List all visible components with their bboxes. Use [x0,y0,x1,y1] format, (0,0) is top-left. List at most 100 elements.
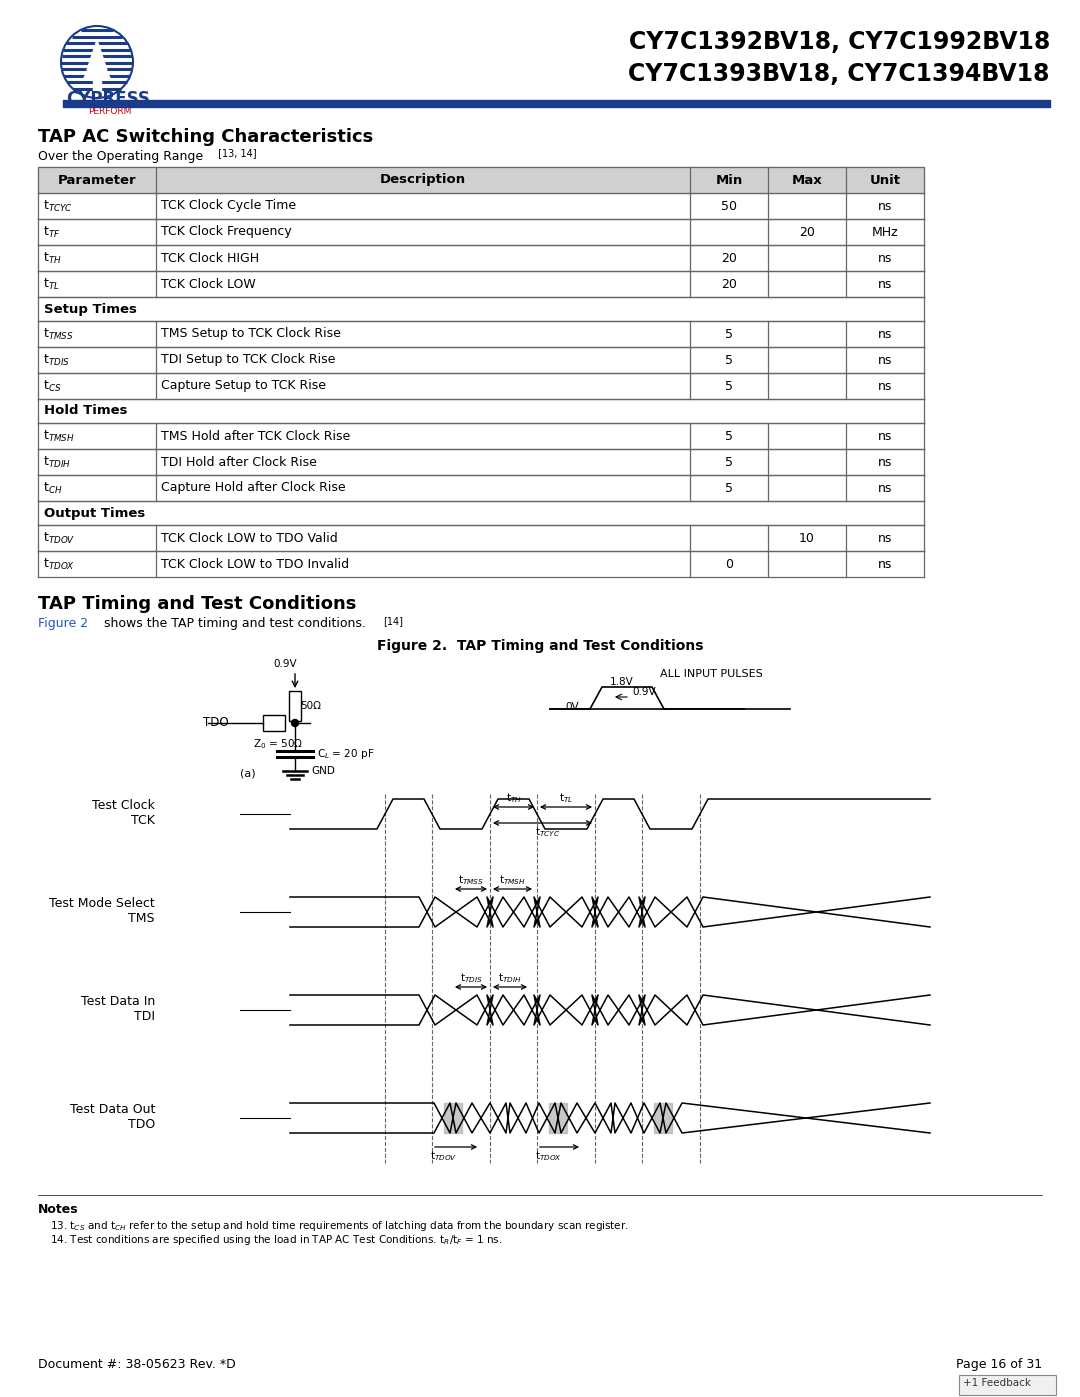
Circle shape [292,719,298,726]
Text: t$_{TH}$: t$_{TH}$ [505,791,522,805]
Text: shows the TAP timing and test conditions.: shows the TAP timing and test conditions… [100,617,369,630]
Text: TCK Clock Cycle Time: TCK Clock Cycle Time [161,200,296,212]
Text: C$_L$ = 20 pF: C$_L$ = 20 pF [318,747,375,761]
Text: Notes: Notes [38,1203,79,1215]
Text: t$_{TF}$: t$_{TF}$ [43,225,60,239]
Text: Capture Setup to TCK Rise: Capture Setup to TCK Rise [161,380,326,393]
Text: 50: 50 [721,200,737,212]
Text: 0.9V: 0.9V [632,687,656,697]
Text: Z$_0$ = 50Ω: Z$_0$ = 50Ω [253,738,303,750]
Text: Figure 2: Figure 2 [38,617,89,630]
Text: t$_{TMSH}$: t$_{TMSH}$ [499,873,525,887]
Text: TCK Clock HIGH: TCK Clock HIGH [161,251,259,264]
Text: Test Mode Select
TMS: Test Mode Select TMS [50,897,156,925]
Bar [38,193,924,219]
Text: t$_{TDIS}$: t$_{TDIS}$ [43,352,70,367]
Text: t$_{TL}$: t$_{TL}$ [558,791,573,805]
Text: ns: ns [878,557,892,570]
Bar [38,168,924,193]
Text: ns: ns [878,353,892,366]
Text: t$_{TMSS}$: t$_{TMSS}$ [43,327,73,341]
Text: t$_{TDOV}$: t$_{TDOV}$ [43,531,76,546]
Text: t$_{CS}$: t$_{CS}$ [43,379,62,394]
Text: Figure 2.  TAP Timing and Test Conditions: Figure 2. TAP Timing and Test Conditions [377,638,703,652]
Text: TCK Clock LOW to TDO Valid: TCK Clock LOW to TDO Valid [161,531,338,545]
Bar [38,298,924,321]
Text: 20: 20 [799,225,815,239]
Text: [14]: [14] [383,616,403,626]
Text: TDI Setup to TCK Clock Rise: TDI Setup to TCK Clock Rise [161,353,336,366]
Text: Page 16 of 31: Page 16 of 31 [956,1358,1042,1370]
Polygon shape [444,1104,462,1133]
Bar [38,219,924,244]
Text: +1 Feedback: +1 Feedback [963,1377,1031,1389]
Text: CY7C1393BV18, CY7C1394BV18: CY7C1393BV18, CY7C1394BV18 [629,61,1050,87]
Text: t$_{TL}$: t$_{TL}$ [43,277,59,292]
Text: MHz: MHz [872,225,899,239]
Bar [38,400,924,423]
Text: t$_{TDOX}$: t$_{TDOX}$ [535,1148,562,1162]
Text: 13. t$_{CS}$ and t$_{CH}$ refer to the setup and hold time requirements of latch: 13. t$_{CS}$ and t$_{CH}$ refer to the s… [50,1220,629,1234]
Text: Capture Hold after Clock Rise: Capture Hold after Clock Rise [161,482,346,495]
Text: (a): (a) [240,768,256,778]
Bar [38,346,924,373]
Text: ns: ns [878,531,892,545]
Text: Test Data In
TDI: Test Data In TDI [81,995,156,1023]
Text: 5: 5 [725,482,733,495]
Text: Test Clock
TCK: Test Clock TCK [92,799,156,827]
Text: Min: Min [715,173,743,187]
Text: CY7C1392BV18, CY7C1992BV18: CY7C1392BV18, CY7C1992BV18 [629,29,1050,54]
Text: Unit: Unit [869,173,901,187]
Text: t$_{TDOV}$: t$_{TDOV}$ [430,1148,457,1162]
Text: t$_{TDIS}$: t$_{TDIS}$ [460,971,483,985]
Bar [38,502,924,525]
Text: CYPRESS: CYPRESS [66,89,150,108]
Text: Hold Times: Hold Times [44,405,127,418]
Text: 0V: 0V [565,703,579,712]
Text: 5: 5 [725,380,733,393]
Text: 50Ω: 50Ω [300,701,321,711]
Text: t$_{TDIH}$: t$_{TDIH}$ [43,454,71,469]
Text: ns: ns [878,327,892,341]
Text: TMS Setup to TCK Clock Rise: TMS Setup to TCK Clock Rise [161,327,341,341]
Text: t$_{TMSH}$: t$_{TMSH}$ [43,429,75,444]
Polygon shape [549,1104,567,1133]
FancyBboxPatch shape [959,1375,1056,1396]
Text: Document #: 38-05623 Rev. *D: Document #: 38-05623 Rev. *D [38,1358,235,1370]
Text: t$_{TCYC}$: t$_{TCYC}$ [43,198,73,214]
Text: t$_{TDIH}$: t$_{TDIH}$ [498,971,522,985]
Text: TAP AC Switching Characteristics: TAP AC Switching Characteristics [38,129,374,147]
Bar [38,550,924,577]
Text: TAP Timing and Test Conditions: TAP Timing and Test Conditions [38,595,356,613]
Bar [289,692,301,721]
Text: PERFORM: PERFORM [87,108,132,116]
Bar [38,475,924,502]
Text: ns: ns [878,429,892,443]
Text: TDO: TDO [203,717,229,729]
Text: ns: ns [878,200,892,212]
Text: ns: ns [878,455,892,468]
Text: TDI Hold after Clock Rise: TDI Hold after Clock Rise [161,455,316,468]
Text: ns: ns [878,278,892,291]
Text: Over the Operating Range: Over the Operating Range [38,149,203,163]
Text: t$_{TCYC}$: t$_{TCYC}$ [535,826,561,838]
Bar [38,321,924,346]
Text: TMS Hold after TCK Clock Rise: TMS Hold after TCK Clock Rise [161,429,350,443]
Text: 5: 5 [725,353,733,366]
Text: 10: 10 [799,531,815,545]
Bar [63,101,1050,108]
Text: 0.9V: 0.9V [273,659,297,669]
Bar [38,271,924,298]
Polygon shape [83,52,111,80]
Polygon shape [87,41,107,70]
Text: ns: ns [878,380,892,393]
Text: 1.8V: 1.8V [610,678,634,687]
Bar [38,244,924,271]
Bar [38,525,924,550]
Bar [38,168,924,193]
Text: t$_{TMSS}$: t$_{TMSS}$ [458,873,484,887]
Text: Setup Times: Setup Times [44,303,137,316]
Text: 5: 5 [725,429,733,443]
Text: TCK Clock LOW to TDO Invalid: TCK Clock LOW to TDO Invalid [161,557,349,570]
Text: t$_{CH}$: t$_{CH}$ [43,481,63,496]
